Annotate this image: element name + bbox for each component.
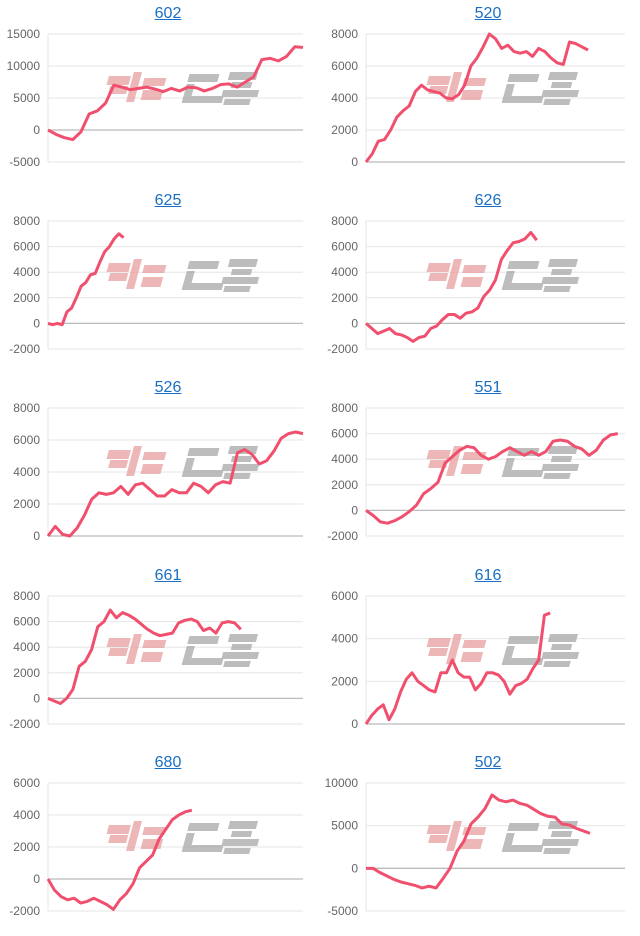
y-tick-label: 2000 xyxy=(331,291,358,305)
y-tick-label: -2000 xyxy=(9,342,40,356)
chart-title-link[interactable]: 602 xyxy=(154,5,182,22)
y-tick-label: 2000 xyxy=(13,497,40,511)
watermark-logo xyxy=(106,633,260,667)
series-line xyxy=(47,608,242,705)
y-tick-label: -2000 xyxy=(9,904,40,918)
y-tick-label: 0 xyxy=(33,123,40,137)
chart-panel: 680 6000 4000 2000 0 -2000 xyxy=(0,749,320,936)
y-tick-label: 4000 xyxy=(331,91,358,105)
y-tick-label: 0 xyxy=(351,504,358,518)
chart-title-link[interactable]: 520 xyxy=(474,5,502,22)
series-line xyxy=(364,611,551,725)
y-tick-label: 4000 xyxy=(13,640,40,654)
y-tick-label: 5000 xyxy=(331,818,358,832)
watermark-logo xyxy=(426,446,580,480)
series-line xyxy=(47,45,304,142)
y-tick-label: 0 xyxy=(33,529,40,543)
y-tick-label: 4000 xyxy=(13,465,40,479)
y-tick-label: 0 xyxy=(351,317,358,331)
chart-panel: 502 10000 5000 0 -5000 xyxy=(320,749,640,936)
chart-title-link[interactable]: 625 xyxy=(154,192,182,210)
chart-panel: 551 8000 6000 4000 2000 0 -2000 xyxy=(320,374,640,561)
chart-title-link[interactable]: 551 xyxy=(474,379,502,397)
y-tick-label: 8000 xyxy=(331,214,358,228)
y-tick-label: 8000 xyxy=(331,401,358,415)
y-tick-label: 4000 xyxy=(331,453,358,467)
y-tick-label: 4000 xyxy=(331,265,358,279)
chart-svg: 8000 6000 4000 2000 0 -2000 xyxy=(327,401,625,543)
y-tick-label: 6000 xyxy=(13,776,40,790)
y-tick-label: 4000 xyxy=(13,808,40,822)
y-tick-label: -2000 xyxy=(327,342,358,356)
chart-svg: 8000 6000 4000 2000 0 -2000 xyxy=(327,214,625,356)
y-tick-label: 8000 xyxy=(13,401,40,415)
series-line xyxy=(365,231,538,344)
chart-title-link[interactable]: 502 xyxy=(474,753,502,771)
chart-svg: 6000 4000 2000 0 -2000 xyxy=(9,776,303,918)
y-tick-label: -2000 xyxy=(9,717,40,731)
y-tick-label: 2000 xyxy=(331,478,358,492)
y-tick-label: 10000 xyxy=(7,59,41,73)
y-tick-label: 2000 xyxy=(13,291,40,305)
chart-svg: 8000 6000 4000 2000 0 -2000 xyxy=(9,589,303,731)
y-tick-label: 0 xyxy=(33,872,40,886)
y-tick-label: 6000 xyxy=(331,59,358,73)
y-tick-label: 5000 xyxy=(13,91,40,105)
watermark-logo xyxy=(426,633,580,667)
y-tick-label: 6000 xyxy=(13,614,40,628)
y-tick-label: 0 xyxy=(351,155,358,169)
y-tick-label: 2000 xyxy=(331,674,358,688)
y-tick-label: 10000 xyxy=(325,776,359,790)
y-tick-label: 0 xyxy=(33,691,40,705)
y-tick-label: 2000 xyxy=(13,840,40,854)
watermark-logo xyxy=(426,72,580,105)
y-tick-label: 6000 xyxy=(13,433,40,447)
y-tick-label: 4000 xyxy=(331,631,358,645)
y-tick-label: 6000 xyxy=(331,589,358,603)
chart-svg: 8000 6000 4000 2000 0 -2000 xyxy=(9,214,303,356)
chart-svg: 10000 5000 0 -5000 xyxy=(325,776,625,918)
y-tick-label: 0 xyxy=(351,717,358,731)
chart-title-link[interactable]: 680 xyxy=(154,753,182,771)
chart-svg: 15000 10000 5000 0 -5000 xyxy=(7,27,304,169)
y-tick-label: 2000 xyxy=(13,665,40,679)
chart-panel: 526 8000 6000 4000 2000 0 xyxy=(0,374,320,561)
chart-svg: 8000 6000 4000 2000 0 xyxy=(13,401,304,543)
watermark-logo xyxy=(426,820,580,854)
chart-svg: 8000 6000 4000 2000 0 xyxy=(331,27,625,169)
chart-panel: 520 8000 6000 4000 2000 0 xyxy=(320,0,640,187)
chart-panel: 626 8000 6000 4000 2000 0 -2000 xyxy=(320,187,640,374)
chart-title-link[interactable]: 626 xyxy=(474,192,502,210)
watermark-logo xyxy=(106,820,260,854)
chart-svg: 6000 4000 2000 0 xyxy=(331,589,625,731)
chart-panel: 602 15000 10000 5000 0 -5000 xyxy=(0,0,320,187)
y-tick-label: 6000 xyxy=(331,240,358,254)
y-tick-label: 2000 xyxy=(331,123,358,137)
y-tick-label: 8000 xyxy=(331,27,358,41)
y-tick-label: -5000 xyxy=(9,155,40,169)
chart-title-link[interactable]: 661 xyxy=(154,566,182,584)
y-tick-label: 4000 xyxy=(13,265,40,279)
y-tick-label: 8000 xyxy=(13,214,40,228)
y-tick-label: 6000 xyxy=(13,240,40,254)
chart-panel: 661 8000 6000 4000 2000 0 -2000 xyxy=(0,562,320,749)
chart-panel: 616 6000 4000 2000 0 xyxy=(320,562,640,749)
y-tick-label: 15000 xyxy=(7,27,41,41)
y-tick-label: 0 xyxy=(351,861,358,875)
y-tick-label: 0 xyxy=(33,317,40,331)
y-tick-label: -2000 xyxy=(327,529,358,543)
chart-title-link[interactable]: 526 xyxy=(154,379,182,397)
y-tick-label: 6000 xyxy=(331,427,358,441)
watermark-logo xyxy=(426,259,580,293)
chart-panel: 625 8000 6000 4000 2000 0 -2000 xyxy=(0,187,320,374)
y-tick-label: -5000 xyxy=(327,904,358,918)
chart-title-link[interactable]: 616 xyxy=(474,566,502,584)
watermark-logo xyxy=(106,259,260,293)
y-tick-label: 8000 xyxy=(13,589,40,603)
series-line xyxy=(46,430,304,538)
series-line xyxy=(365,432,619,526)
